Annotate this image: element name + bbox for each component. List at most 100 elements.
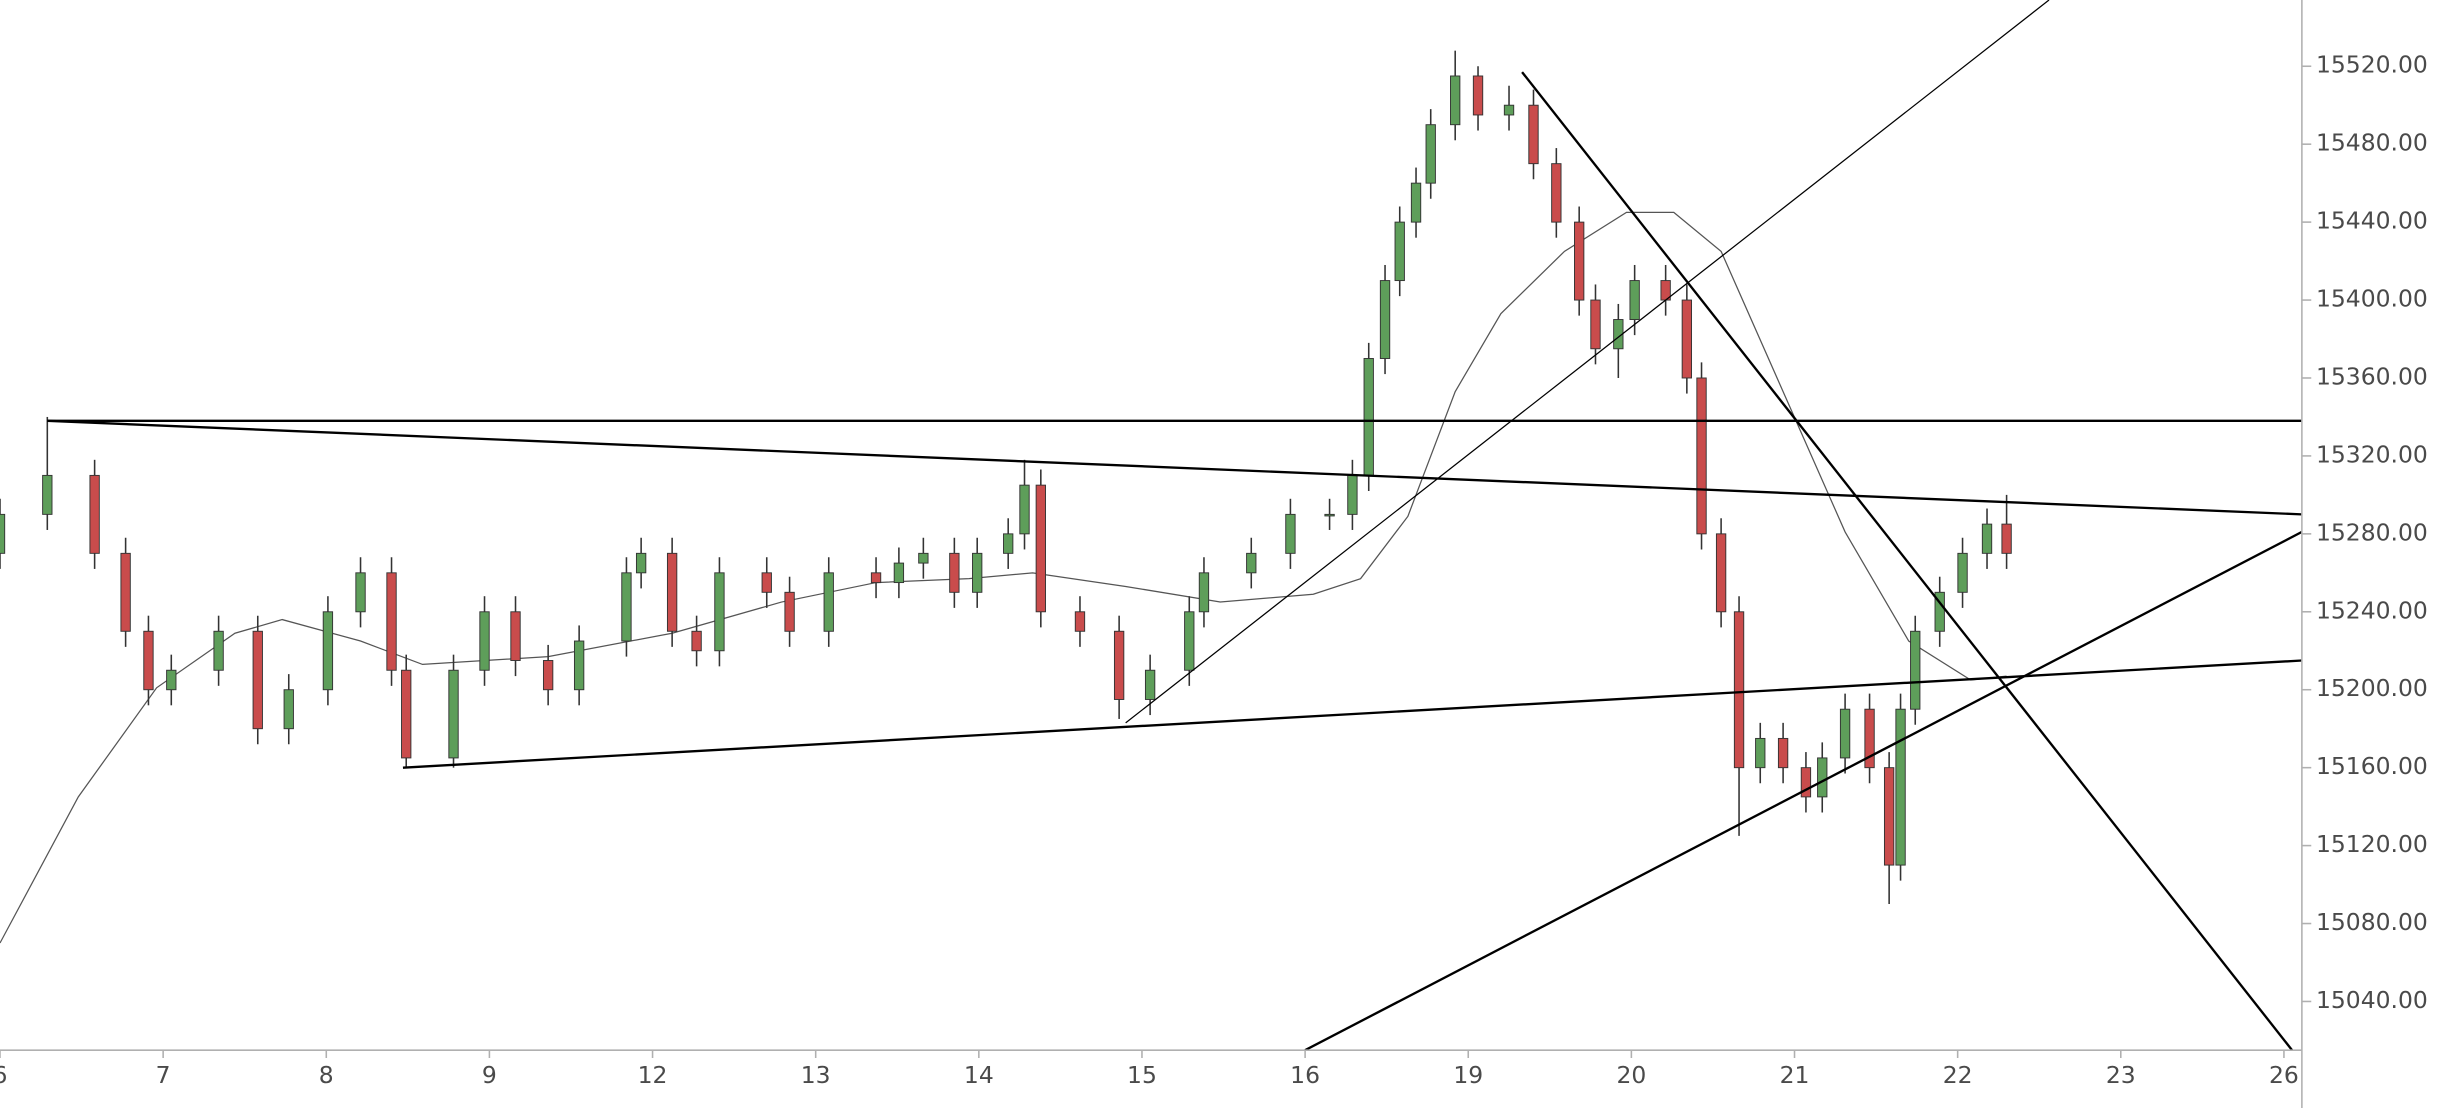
candle-body — [714, 572, 725, 652]
candle-body — [1800, 767, 1812, 798]
candle-body — [283, 689, 294, 730]
x-tick-label: 26 — [2269, 1061, 2299, 1089]
candle-body — [1733, 611, 1745, 769]
candle-body — [143, 630, 154, 691]
candle-body — [784, 591, 795, 632]
candle-body — [1144, 669, 1156, 700]
candle-body — [1379, 280, 1391, 359]
y-tick-label: 15280.00 — [2316, 518, 2428, 546]
candle-body — [1425, 124, 1436, 184]
candle-body — [1019, 484, 1030, 535]
x-tick-label: 20 — [1616, 1061, 1646, 1089]
candle-body — [1074, 611, 1086, 632]
x-tick-label: 23 — [2106, 1061, 2136, 1089]
x-tick-label: 14 — [964, 1061, 994, 1089]
candle-body — [1324, 513, 1335, 517]
candle-body — [893, 562, 905, 584]
candle-body — [1003, 533, 1014, 554]
candle-body — [1184, 611, 1195, 671]
candle-body — [949, 552, 960, 593]
y-tick-label: 15040.00 — [2316, 986, 2428, 1014]
candle-body — [1957, 552, 1968, 593]
x-tick-label: 12 — [638, 1061, 668, 1089]
moving-average — [0, 211, 2007, 944]
candle-body — [1246, 552, 1257, 574]
trend-line — [402, 659, 2302, 769]
x-tick-label: 7 — [156, 1061, 171, 1089]
candle-body — [1590, 299, 1601, 350]
candle-body — [0, 513, 6, 554]
x-tick-label: 13 — [801, 1061, 831, 1089]
x-tick-label: 6 — [0, 1061, 7, 1089]
candle-body — [761, 572, 772, 593]
y-tick-label: 15240.00 — [2316, 596, 2428, 624]
candle-body — [918, 552, 929, 564]
candle-body — [823, 572, 834, 632]
candle-body — [972, 552, 983, 593]
candle-body — [322, 611, 334, 691]
candle-body — [1910, 630, 1921, 710]
x-tick-label: 16 — [1290, 1061, 1320, 1089]
candle-body — [1113, 630, 1125, 700]
candle-body — [42, 474, 53, 515]
candle-body — [1472, 75, 1484, 116]
candle-body — [573, 640, 585, 691]
candle-body — [666, 552, 678, 632]
candle-body — [1528, 104, 1539, 165]
candle-body — [2001, 523, 2012, 554]
candle-body — [1981, 523, 1993, 554]
candle-body — [1035, 484, 1046, 613]
candle-body — [1715, 533, 1727, 613]
candle-body — [1755, 737, 1766, 769]
candle-body — [1839, 708, 1851, 759]
x-tick-label: 22 — [1943, 1061, 1973, 1089]
candle-body — [1450, 75, 1461, 126]
candle-body — [510, 611, 521, 661]
candle-body — [1410, 182, 1422, 223]
y-tick-label: 15480.00 — [2316, 129, 2428, 157]
y-tick-label: 15440.00 — [2316, 207, 2428, 235]
x-tick-label: 15 — [1127, 1061, 1157, 1089]
trend-line — [1125, 0, 2050, 724]
y-tick-label: 15400.00 — [2316, 285, 2428, 313]
candle-body — [1285, 513, 1296, 554]
candle-body — [1363, 358, 1374, 476]
x-tick-label: 9 — [482, 1061, 497, 1089]
candle-body — [401, 669, 412, 759]
x-tick-label: 8 — [319, 1061, 334, 1089]
candle-body — [1198, 572, 1210, 613]
y-tick-label: 15320.00 — [2316, 440, 2428, 468]
trend-line — [47, 419, 2302, 516]
candle-body — [386, 572, 397, 671]
candle-body — [1777, 737, 1789, 769]
candle-body — [252, 630, 263, 730]
candle-body — [1347, 474, 1358, 515]
candle-body — [479, 611, 490, 671]
candle-body — [1681, 299, 1693, 379]
candle-body — [1895, 708, 1906, 866]
candle-body — [691, 630, 702, 652]
candle-body — [621, 572, 632, 642]
candle-body — [1696, 377, 1707, 535]
plot-area — [0, 0, 2302, 1051]
y-tick-label: 15360.00 — [2316, 362, 2428, 390]
candle-body — [355, 572, 366, 613]
candle-body — [542, 660, 554, 691]
candle-body — [120, 552, 131, 632]
candle-body — [166, 669, 177, 691]
y-tick-label: 15120.00 — [2316, 830, 2428, 858]
y-tick-label: 15200.00 — [2316, 674, 2428, 702]
candle-body — [213, 630, 224, 671]
trend-line — [1521, 71, 2294, 1051]
candle-body — [635, 552, 647, 574]
candle-body — [1503, 104, 1515, 116]
y-tick-label: 15160.00 — [2316, 752, 2428, 780]
candle-body — [89, 474, 100, 554]
candle-body — [870, 572, 882, 584]
x-tick-label: 19 — [1453, 1061, 1483, 1089]
y-tick-label: 15080.00 — [2316, 908, 2428, 936]
candle-body — [1883, 767, 1895, 866]
